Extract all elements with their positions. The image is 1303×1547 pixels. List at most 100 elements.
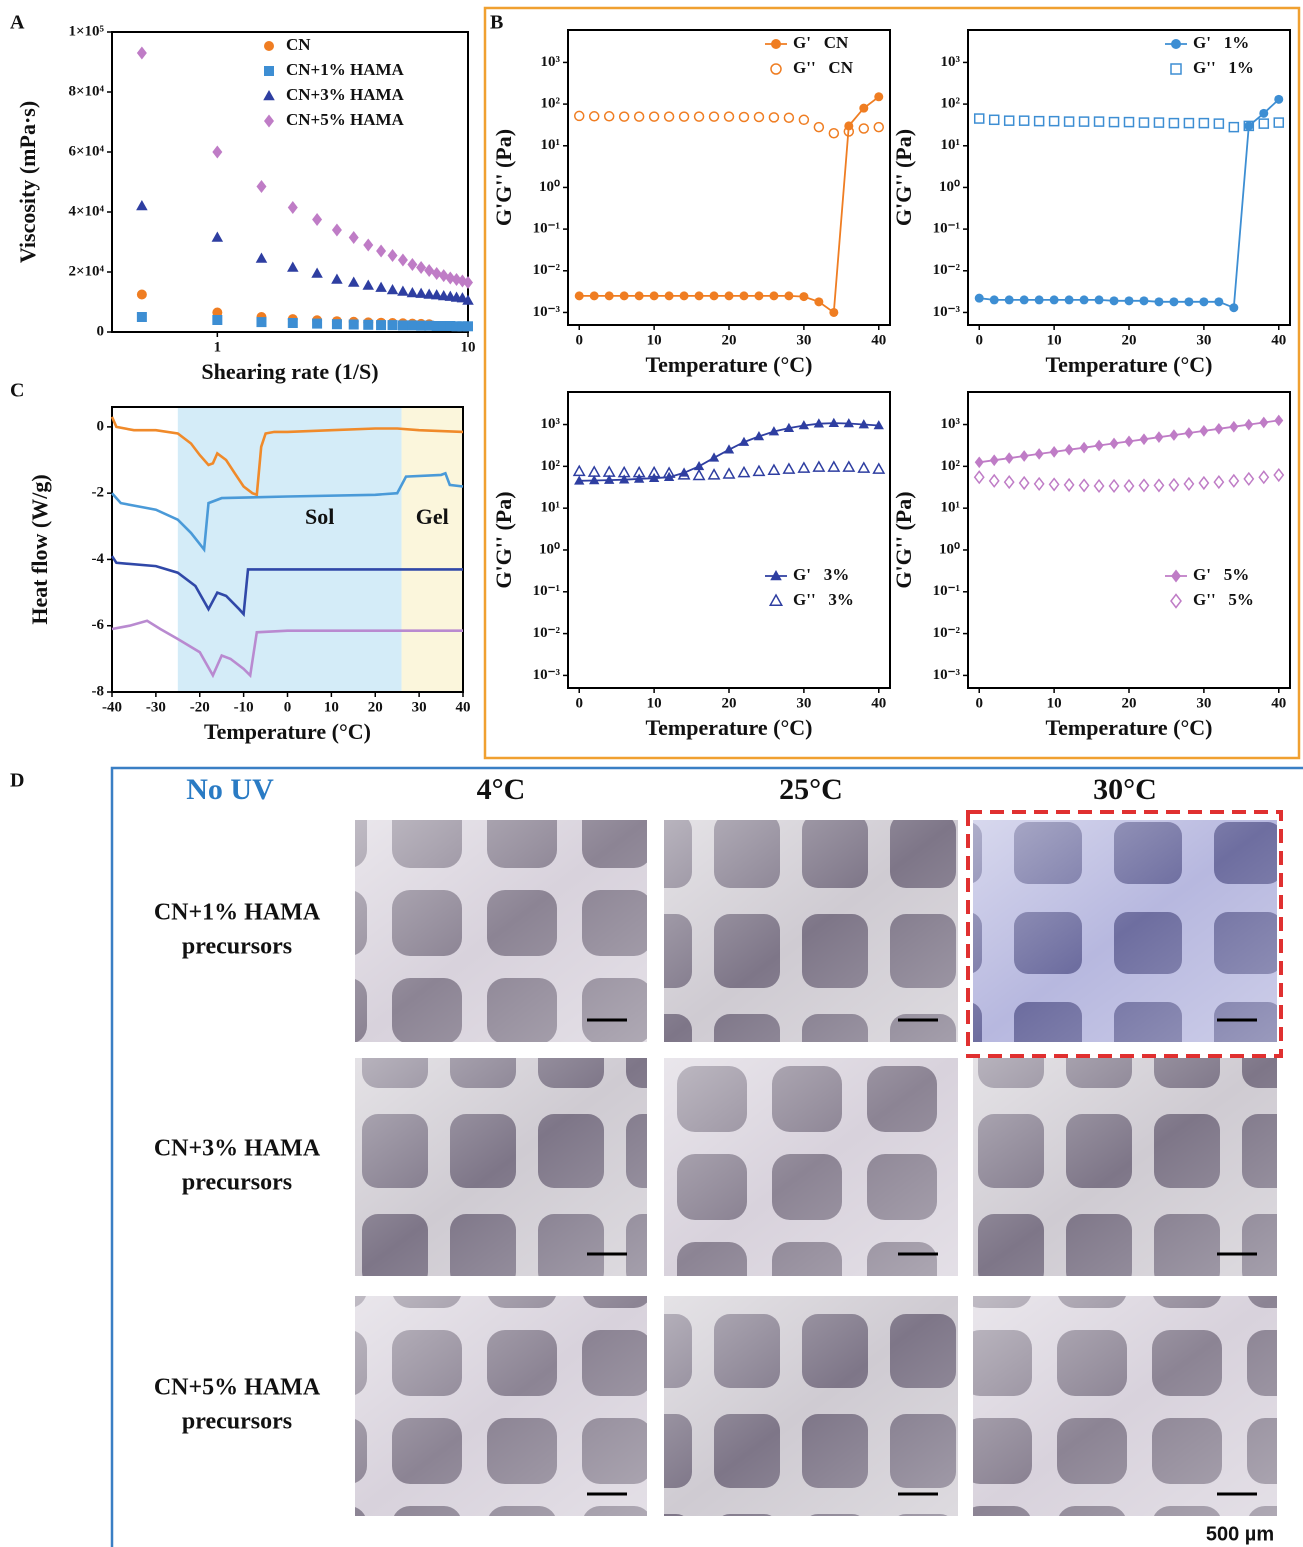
y-tick-label: 10⁻³ — [533, 667, 561, 683]
legend-marker — [770, 595, 782, 605]
y-tick-label: 10⁻¹ — [933, 221, 960, 237]
point — [1199, 119, 1208, 128]
point — [407, 287, 419, 297]
x-tick-label: 30 — [412, 699, 427, 715]
point — [137, 290, 147, 300]
point — [1199, 425, 1208, 437]
legend-label: CN+5% HAMA — [286, 110, 405, 129]
point — [1035, 117, 1044, 126]
point — [136, 200, 148, 210]
point — [874, 464, 884, 473]
point — [754, 291, 763, 300]
point — [1139, 118, 1148, 127]
point — [844, 462, 854, 471]
point — [1050, 117, 1059, 126]
point — [1214, 423, 1223, 435]
x-tick-label: 20 — [722, 695, 737, 711]
point — [288, 201, 298, 214]
point — [859, 104, 868, 113]
row-label: CN+3% HAMA — [154, 1136, 321, 1162]
point — [784, 291, 793, 300]
point — [363, 320, 373, 330]
point — [1214, 297, 1223, 306]
point — [397, 286, 409, 296]
point — [1154, 297, 1163, 306]
point — [256, 317, 266, 327]
row-label: precursors — [182, 1170, 292, 1196]
point — [784, 113, 793, 122]
point — [1050, 479, 1059, 491]
point — [1020, 295, 1029, 304]
region-label: Gel — [416, 504, 449, 529]
photo-glare — [355, 820, 647, 1042]
point — [1169, 297, 1178, 306]
y-tick-label: 10⁰ — [539, 179, 560, 195]
x-tick-label: 0 — [975, 695, 983, 711]
point — [710, 112, 719, 121]
point — [769, 465, 779, 474]
point — [574, 466, 584, 475]
y-tick-label: 6×10⁴ — [68, 143, 104, 159]
legend-label: G' 1% — [1193, 33, 1249, 52]
scale-bar-label: 500 µm — [1206, 1523, 1274, 1545]
point — [287, 262, 299, 272]
y-axis-label: G'G'' (Pa) — [891, 129, 916, 226]
point — [1020, 477, 1029, 489]
point — [725, 291, 734, 300]
point — [1229, 475, 1238, 487]
x-tick-label: -30 — [146, 699, 166, 715]
legend-marker — [264, 66, 274, 76]
legend-marker — [1171, 570, 1181, 583]
point — [650, 112, 659, 121]
point — [739, 291, 748, 300]
point — [1274, 95, 1283, 104]
point — [575, 291, 584, 300]
point — [799, 463, 809, 472]
point — [332, 224, 342, 237]
point — [975, 471, 984, 483]
point — [975, 456, 984, 468]
y-tick-label: 10⁻¹ — [933, 583, 960, 599]
y-tick-label: 2×10⁴ — [68, 263, 104, 279]
point — [407, 258, 417, 271]
row-label: CN+5% HAMA — [154, 1375, 321, 1401]
point — [814, 297, 823, 306]
point — [680, 291, 689, 300]
point — [1050, 446, 1059, 458]
x-tick-label: 0 — [975, 332, 983, 348]
legend-label: G' 5% — [1193, 565, 1249, 584]
panel-label: D — [10, 770, 24, 792]
point — [739, 113, 748, 122]
legend-label: G' 3% — [793, 565, 849, 584]
point — [859, 463, 869, 472]
point — [1274, 118, 1283, 127]
point — [814, 123, 823, 132]
y-tick-label: -8 — [92, 683, 105, 699]
point — [799, 115, 808, 124]
point — [1259, 119, 1268, 128]
row-label: CN+1% HAMA — [154, 900, 321, 926]
point — [1080, 480, 1089, 492]
y-tick-label: 10⁻¹ — [533, 221, 560, 237]
column-header: 25°C — [779, 773, 843, 806]
y-axis-label: Viscosity (mPa·s) — [15, 101, 40, 263]
legend-marker — [1171, 39, 1181, 49]
y-tick-label: 10⁻² — [533, 625, 561, 641]
point — [1154, 431, 1163, 443]
x-tick-label: 10 — [647, 695, 662, 711]
point — [709, 470, 719, 479]
point — [605, 112, 614, 121]
x-tick-label: 10 — [1047, 332, 1062, 348]
panel-label: C — [10, 380, 24, 402]
point — [709, 452, 719, 461]
x-tick-label: 0 — [575, 332, 583, 348]
y-axis-label: G'G'' (Pa) — [891, 491, 916, 588]
point — [349, 231, 359, 244]
point — [1154, 118, 1163, 127]
point — [724, 444, 734, 453]
y-tick-label: 10⁻¹ — [533, 583, 560, 599]
x-tick-label: 40 — [1271, 695, 1286, 711]
y-tick-label: 10² — [541, 96, 561, 112]
x-tick-label: -10 — [234, 699, 254, 715]
point — [416, 261, 426, 274]
